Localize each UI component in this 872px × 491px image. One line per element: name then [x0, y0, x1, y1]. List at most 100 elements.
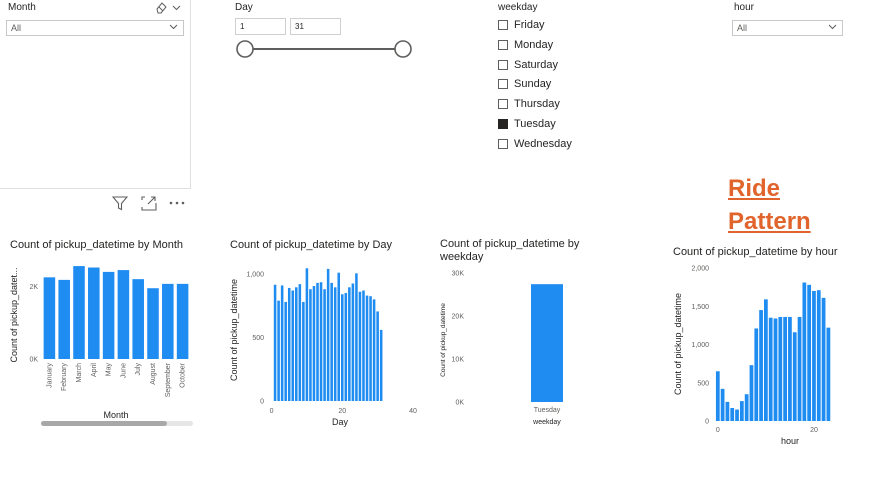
weekday-checkbox[interactable]	[498, 119, 508, 129]
weekday-checkbox[interactable]	[498, 99, 508, 110]
bar-day-27	[365, 295, 369, 401]
day-min-input[interactable]: 1	[235, 18, 286, 35]
day-range-slider[interactable]	[234, 38, 416, 60]
bar-january	[43, 277, 56, 359]
bar-hour-21	[816, 290, 821, 421]
month-chart-scrollbar[interactable]	[41, 421, 193, 426]
chevron-down-icon	[169, 24, 178, 30]
bar-april	[88, 267, 100, 359]
weekday-checkbox[interactable]	[498, 39, 508, 50]
x-axis-title: Day	[332, 417, 349, 427]
y-tick-label: 500	[697, 380, 709, 387]
x-tick-label: 20	[338, 408, 346, 415]
bar-july	[132, 279, 144, 359]
month-chart: 0K 2K January February March April May June July…	[9, 266, 189, 420]
weekday-option-wednesday[interactable]: Wednesday	[498, 137, 572, 151]
bar-hour-15	[788, 316, 792, 421]
weekday-checkbox[interactable]	[498, 20, 508, 30]
bar-hour-14	[783, 316, 787, 421]
x-tick-label: May	[106, 363, 113, 377]
weekday-option-thursday[interactable]: Thursday	[498, 97, 560, 111]
bar-day-30	[376, 311, 379, 401]
bar-day-20	[340, 294, 344, 401]
y-tick-label: 2K	[29, 284, 38, 291]
bar-day-6	[291, 290, 295, 401]
y-axis-title: Count of pickup_datetime	[673, 293, 683, 395]
y-axis-title: Count of pickup_datetime	[229, 279, 239, 381]
y-tick-label: 0	[260, 399, 264, 406]
weekday-option-sunday[interactable]: Sunday	[498, 77, 551, 91]
bar-tuesday	[531, 284, 563, 402]
weekday-chart-title: Count of pickup_datetime by weekday	[440, 238, 580, 263]
bar-day-13	[316, 282, 319, 401]
bar-day-3	[280, 285, 284, 401]
weekday-option-friday[interactable]: Friday	[498, 18, 545, 32]
bar-day-24	[355, 273, 358, 401]
bar-hour-10	[764, 299, 768, 421]
x-tick-label: 0	[270, 408, 274, 415]
day-slider-min-handle	[236, 40, 254, 58]
weekday-slicer-title: weekday	[498, 2, 538, 13]
chevron-down-icon[interactable]	[172, 3, 181, 12]
month-dropdown[interactable]: All	[6, 20, 184, 36]
y-axis-title: Count of pickup_datet...	[9, 267, 19, 362]
bar-day-21	[344, 293, 348, 401]
weekday-checkbox[interactable]	[498, 59, 508, 70]
heading-line-1: Ride	[728, 175, 781, 202]
x-tick-label: January	[46, 363, 53, 388]
bar-day-7	[295, 287, 298, 401]
bar-day-22	[348, 287, 351, 401]
heading-line-2: Pattern	[728, 208, 811, 235]
focus-mode-icon[interactable]	[141, 196, 157, 211]
bar-hour-22	[821, 297, 826, 421]
bar-day-15	[323, 289, 326, 401]
bar-day-8	[298, 284, 302, 401]
bar-day-17	[330, 282, 333, 401]
x-tick-label: 0	[716, 427, 720, 434]
day-max-input[interactable]: 31	[290, 18, 341, 35]
y-tick-label: 30K	[452, 271, 465, 278]
weekday-option-tuesday[interactable]: Tuesday	[498, 117, 556, 131]
y-tick-label: 0K	[455, 400, 464, 407]
bar-day-2	[277, 300, 280, 401]
x-tick-label: June	[120, 363, 127, 378]
eraser-icon[interactable]	[155, 1, 168, 14]
weekday-chart: 0K 10K 20K 30K Tuesday weekday Count of pickup…	[440, 271, 563, 426]
bar-day-31	[379, 329, 383, 401]
filter-icon[interactable]	[112, 196, 128, 211]
y-tick-label: 1,500	[691, 304, 709, 311]
y-tick-label: 1,000	[246, 271, 264, 278]
bar-hour-5	[739, 401, 744, 421]
weekday-option-monday[interactable]: Monday	[498, 38, 553, 52]
bar-hour-11	[768, 317, 773, 421]
month-chart-scroll-thumb[interactable]	[41, 421, 167, 426]
bar-day-11	[309, 289, 312, 401]
hour-chart-title: Count of pickup_datetime by hour	[673, 246, 838, 258]
bar-hour-8	[754, 328, 759, 421]
x-tick-label: 40	[409, 408, 417, 415]
weekday-option-saturday[interactable]: Saturday	[498, 58, 558, 72]
weekday-checkbox[interactable]	[498, 138, 508, 149]
bar-hour-17	[797, 316, 802, 421]
bar-hour-7	[749, 365, 754, 421]
bar-day-25	[358, 291, 362, 401]
weekday-checkbox[interactable]	[498, 79, 508, 90]
day-chart-title: Count of pickup_datetime by Day	[230, 239, 393, 251]
weekday-option-label: Saturday	[514, 58, 559, 71]
hour-dropdown[interactable]: All	[732, 20, 843, 36]
hour-chart: 0 500 1,000 1,500 2,000 0 20 hour Count of picku…	[673, 266, 831, 446]
more-options-icon[interactable]	[168, 200, 186, 206]
bar-hour-6	[744, 394, 749, 421]
x-tick-label: September	[165, 362, 172, 397]
x-tick-label: 20	[810, 427, 818, 434]
bar-day-26	[362, 290, 365, 401]
bar-day-23	[351, 283, 355, 401]
bar-day-19	[337, 272, 341, 401]
y-tick-label: 1,000	[691, 342, 709, 349]
x-tick-label: March	[76, 363, 83, 383]
bar-day-5	[287, 287, 291, 401]
bar-day-4	[284, 301, 287, 401]
x-tick-label: August	[150, 363, 157, 385]
bar-hour-19	[807, 284, 812, 421]
bar-hour-18	[802, 282, 807, 421]
